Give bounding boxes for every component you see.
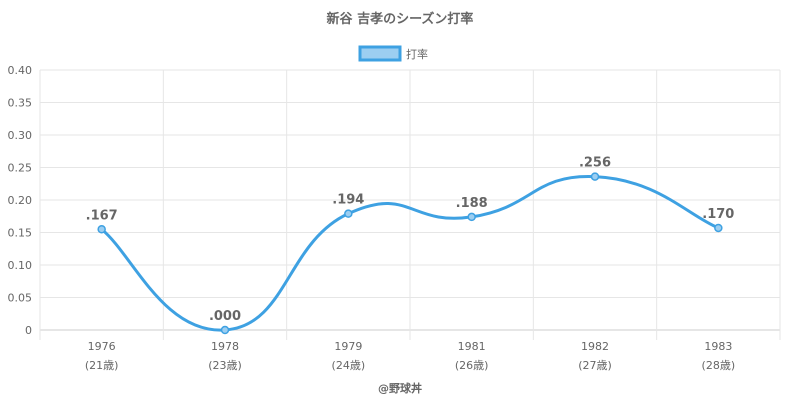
y-tick-label: 0 — [25, 324, 32, 337]
y-tick-label: 0.30 — [8, 129, 33, 142]
data-point[interactable] — [220, 325, 230, 335]
data-point[interactable] — [590, 172, 600, 181]
credit-text: @野球丼 — [378, 381, 422, 395]
legend[interactable]: 打率 — [358, 45, 428, 62]
y-tick-label: 0.20 — [8, 194, 33, 207]
x-tick-label: 1978 — [211, 340, 239, 353]
data-label: .188 — [456, 196, 488, 211]
data-point[interactable] — [97, 225, 106, 234]
x-tick-age-label: (26歳) — [455, 359, 489, 372]
x-tick-age-label: (23歳) — [208, 359, 242, 372]
x-tick-label: 1982 — [581, 340, 609, 353]
y-tick-label: 0.25 — [8, 162, 33, 175]
legend-label: 打率 — [406, 47, 428, 61]
grid — [39, 69, 781, 340]
data-point[interactable] — [467, 212, 476, 222]
x-tick-age-label: (21歳) — [85, 359, 119, 372]
x-tick-label: 1983 — [704, 340, 732, 353]
data-label: .170 — [702, 207, 734, 222]
data-point[interactable] — [344, 209, 353, 218]
data-label: .167 — [86, 208, 118, 223]
x-tick-age-label: (24歳) — [332, 359, 366, 372]
data-label: .194 — [332, 193, 364, 208]
data-label: .256 — [579, 156, 611, 171]
x-axis: 1976 (21歳) 1978 (23歳) 1979 (24歳) 1981 (26歳) 1982… — [85, 340, 735, 372]
chart-title: 新谷 吉孝のシーズン打率 — [327, 11, 474, 27]
data-point[interactable] — [714, 223, 723, 233]
legend-swatch — [358, 45, 402, 62]
data-label: .000 — [209, 309, 241, 324]
data-points — [97, 172, 723, 335]
x-tick-label: 1981 — [458, 340, 486, 353]
y-tick-label: 0.15 — [8, 227, 33, 240]
x-tick-age-label: (27歳) — [578, 359, 612, 372]
y-tick-label: 0.40 — [8, 64, 33, 77]
data-labels: .167 .000 .194 .188 .256 .170 — [86, 156, 735, 324]
x-tick-label: 1979 — [334, 340, 362, 353]
x-tick-label: 1976 — [88, 340, 116, 353]
x-tick-age-label: (28歳) — [702, 359, 736, 372]
y-axis: 0 0.05 0.10 0.15 0.20 0.25 0.30 0.35 0.40 — [8, 64, 33, 337]
y-tick-label: 0.10 — [8, 259, 33, 272]
y-tick-label: 0.05 — [8, 292, 33, 305]
y-tick-label: 0.35 — [8, 97, 33, 110]
